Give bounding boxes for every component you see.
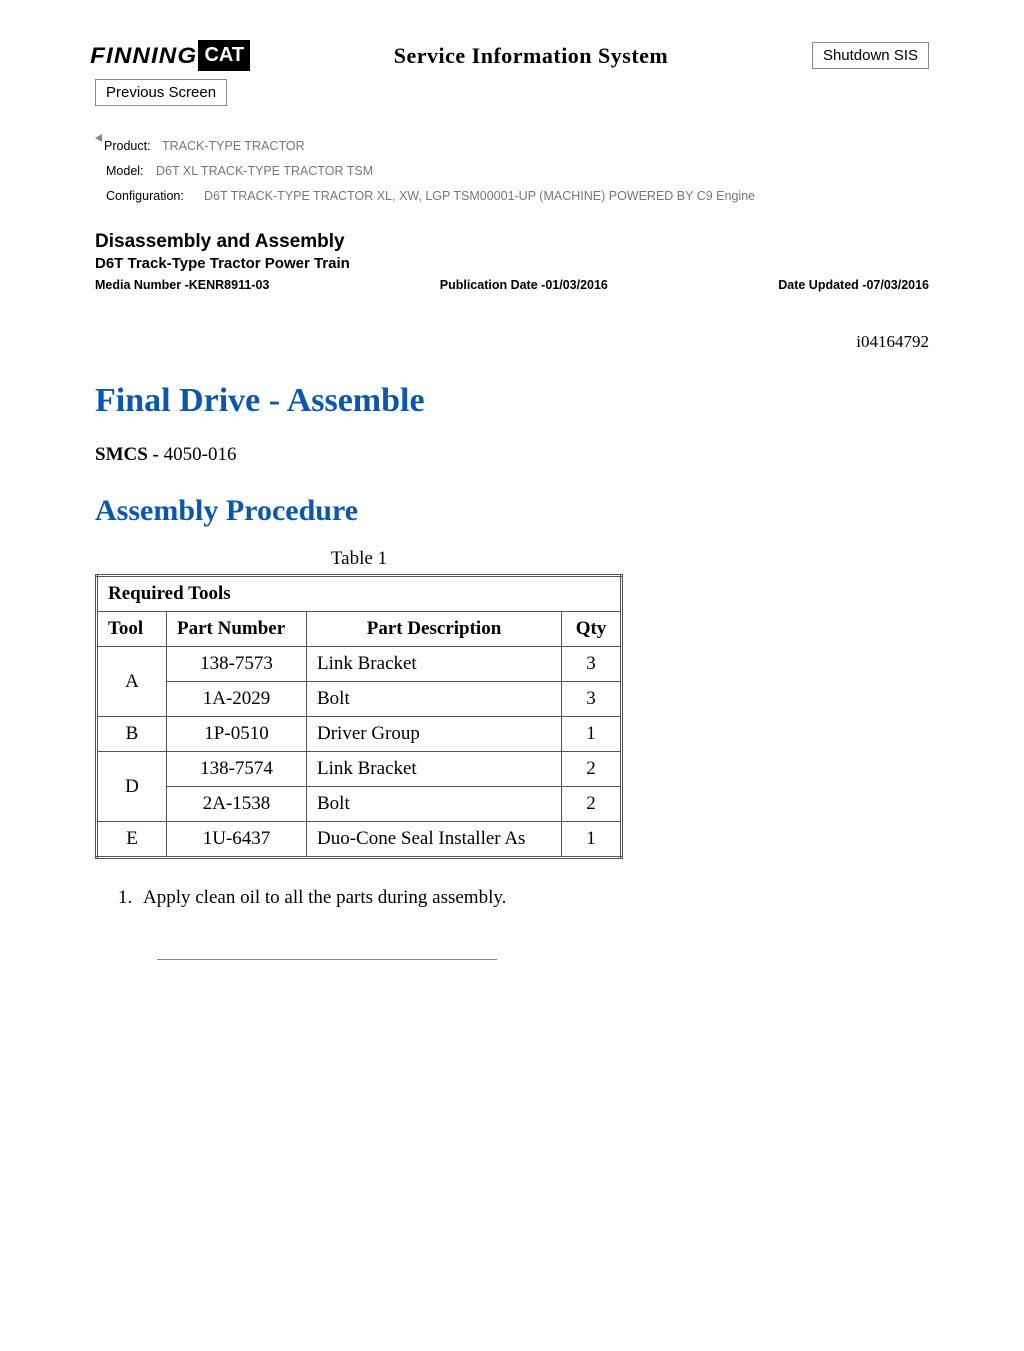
doc-meta-row: Media Number -KENR8911-03 Publication Da… (95, 278, 929, 292)
part-number-cell: 138-7573 (167, 647, 307, 682)
table-row: 1A-2029Bolt3 (97, 682, 622, 717)
smcs-label: SMCS - (95, 444, 159, 465)
steps-list: Apply clean oil to all the parts during … (95, 887, 929, 909)
model-label: Model: (106, 159, 156, 184)
media-number: Media Number -KENR8911-03 (95, 278, 269, 292)
table-header-row: Tool Part Number Part Description Qty (97, 612, 622, 647)
system-title: Service Information System (394, 43, 669, 69)
qty-cell: 2 (562, 787, 622, 822)
procedure-title: Final Drive - Assemble (95, 382, 929, 420)
part-number-cell: 1U-6437 (167, 822, 307, 858)
date-updated: Date Updated -07/03/2016 (778, 278, 929, 292)
qty-cell: 1 (562, 822, 622, 858)
tool-cell: D (97, 752, 167, 822)
product-meta: Product: TRACK-TYPE TRACTOR Model: D6T X… (95, 134, 929, 209)
product-row: Product: TRACK-TYPE TRACTOR (95, 134, 929, 159)
section-title: Disassembly and Assembly (95, 231, 929, 253)
part-description-cell: Bolt (307, 682, 562, 717)
document-id: i04164792 (95, 332, 929, 352)
part-description-cell: Bolt (307, 787, 562, 822)
col-part-number: Part Number (167, 612, 307, 647)
prev-screen-row: Previous Screen (95, 79, 929, 106)
config-label: Configuration: (106, 184, 204, 209)
model-row: Model: D6T XL TRACK-TYPE TRACTOR TSM (95, 159, 929, 184)
part-description-cell: Link Bracket (307, 647, 562, 682)
part-description-cell: Driver Group (307, 717, 562, 752)
table-header-span: Required Tools (97, 576, 622, 612)
table-row: A138-7573Link Bracket3 (97, 647, 622, 682)
header-bar: FINNING CAT Service Information System S… (95, 40, 929, 71)
table-row: B1P-0510Driver Group1 (97, 717, 622, 752)
col-part-description: Part Description (307, 612, 562, 647)
part-description-cell: Link Bracket (307, 752, 562, 787)
part-description-cell: Duo-Cone Seal Installer As (307, 822, 562, 858)
qty-cell: 3 (562, 682, 622, 717)
previous-screen-button[interactable]: Previous Screen (95, 79, 227, 106)
col-qty: Qty (562, 612, 622, 647)
model-value: D6T XL TRACK-TYPE TRACTOR TSM (156, 159, 373, 184)
tool-cell: E (97, 822, 167, 858)
assembly-heading: Assembly Procedure (95, 494, 929, 528)
table-row: D138-7574Link Bracket2 (97, 752, 622, 787)
col-tool: Tool (97, 612, 167, 647)
publication-date: Publication Date -01/03/2016 (440, 278, 608, 292)
tool-cell: B (97, 717, 167, 752)
product-label: Product: (104, 134, 162, 159)
step-item: Apply clean oil to all the parts during … (137, 887, 929, 909)
part-number-cell: 2A-1538 (167, 787, 307, 822)
smcs-code: SMCS - 4050-016 (95, 444, 929, 466)
config-value: D6T TRACK-TYPE TRACTOR XL, XW, LGP TSM00… (204, 184, 755, 209)
part-number-cell: 138-7574 (167, 752, 307, 787)
section-subtitle: D6T Track-Type Tractor Power Train (95, 255, 929, 272)
table-caption: Table 1 (95, 548, 623, 570)
table-row: 2A-1538Bolt2 (97, 787, 622, 822)
required-tools-table: Required Tools Tool Part Number Part Des… (95, 574, 623, 859)
smcs-value: 4050-016 (164, 444, 237, 465)
shutdown-button[interactable]: Shutdown SIS (812, 42, 929, 69)
qty-cell: 3 (562, 647, 622, 682)
logo-cat-text: CAT (198, 40, 250, 71)
tool-cell: A (97, 647, 167, 717)
logo-finning-text: FINNING (90, 43, 197, 69)
qty-cell: 1 (562, 717, 622, 752)
logo: FINNING CAT (95, 40, 250, 71)
arrow-left-icon (95, 134, 102, 142)
divider (157, 959, 497, 960)
part-number-cell: 1A-2029 (167, 682, 307, 717)
config-row: Configuration: D6T TRACK-TYPE TRACTOR XL… (95, 184, 929, 209)
qty-cell: 2 (562, 752, 622, 787)
table-header-span-row: Required Tools (97, 576, 622, 612)
product-value: TRACK-TYPE TRACTOR (162, 134, 305, 159)
part-number-cell: 1P-0510 (167, 717, 307, 752)
table-row: E1U-6437Duo-Cone Seal Installer As1 (97, 822, 622, 858)
